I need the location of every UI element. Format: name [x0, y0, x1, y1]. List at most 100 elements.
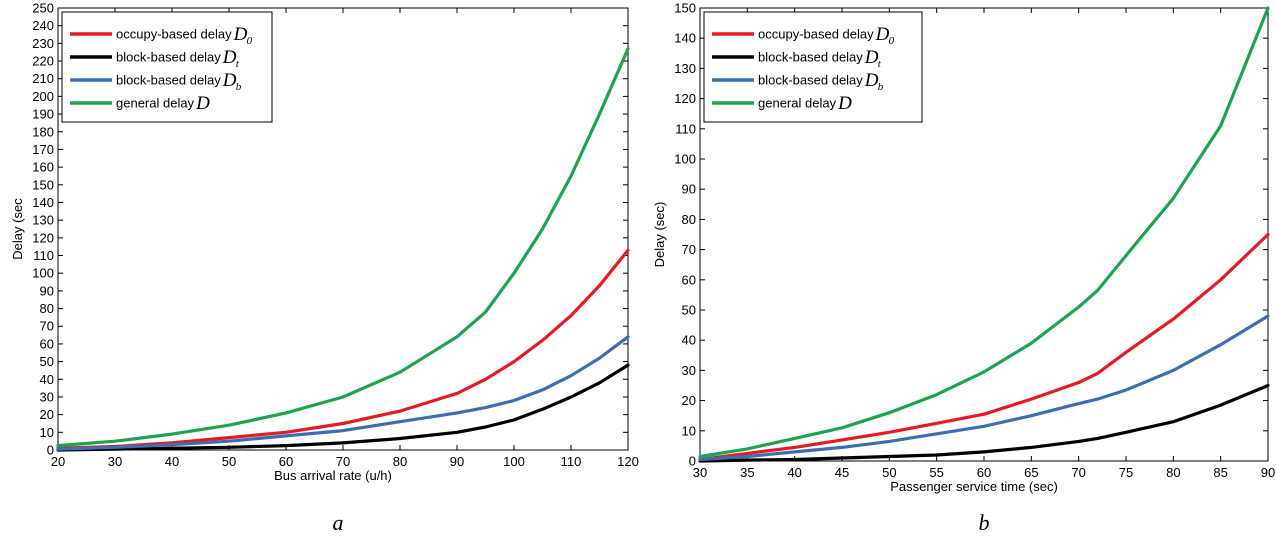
y-tick-label: 210 — [32, 71, 54, 86]
y-tick-label: 70 — [682, 242, 696, 257]
y-axis-label: Delay (sec) — [652, 202, 667, 268]
legend-entry: block-based delay — [116, 50, 221, 65]
y-tick-label: 40 — [40, 372, 54, 387]
legend-subscript: b — [878, 81, 884, 93]
legend-entry: occupy-based delay — [116, 27, 232, 42]
chart-panel-b: 0 10 20 30 40 50 60 70 80 90 100 110 120 130 140 150 30 3… — [652, 1, 1275, 536]
x-tick-label: 30 — [108, 454, 122, 469]
x-tick-label: 35 — [740, 465, 754, 480]
legend-subscript: t — [878, 58, 882, 70]
x-tick-label: 80 — [1166, 465, 1180, 480]
legend-entry: block-based delay — [758, 73, 863, 88]
x-tick-label: 60 — [279, 454, 293, 469]
y-tick-label: 230 — [32, 36, 54, 51]
x-tick-label: 90 — [450, 454, 464, 469]
y-tick-label: 80 — [40, 301, 54, 316]
y-tick-label: 20 — [40, 407, 54, 422]
y-tick-label: 160 — [32, 160, 54, 175]
y-tick-label: 130 — [674, 61, 696, 76]
x-tick-label: 80 — [393, 454, 407, 469]
y-tick-label: 50 — [40, 354, 54, 369]
legend-entry: occupy-based delay — [758, 27, 874, 42]
x-tick-label: 50 — [222, 454, 236, 469]
y-tick-label: 30 — [40, 389, 54, 404]
y-tick-label: 130 — [32, 213, 54, 228]
x-tick-label: 50 — [882, 465, 896, 480]
legend-entry: general delay — [116, 96, 195, 111]
y-tick-label: 10 — [682, 423, 696, 438]
y-tick-label: 150 — [32, 177, 54, 192]
x-tick-label: 20 — [51, 454, 65, 469]
x-tick-label: 120 — [617, 454, 639, 469]
y-tick-label: 30 — [682, 363, 696, 378]
series-line-1 — [56, 363, 630, 452]
legend-symbol: D — [222, 70, 237, 91]
y-tick-label: 120 — [32, 230, 54, 245]
legend-subscript: 0 — [247, 35, 253, 47]
x-tick-label: 60 — [977, 465, 991, 480]
x-tick-label: 65 — [1024, 465, 1038, 480]
legend-symbol: D — [875, 24, 890, 45]
x-tick-label: 55 — [929, 465, 943, 480]
panel-label: a — [333, 510, 344, 535]
y-tick-label: 200 — [32, 89, 54, 104]
y-tick-label: 0 — [47, 443, 54, 458]
legend-symbol: D — [195, 93, 210, 114]
y-tick-label: 90 — [682, 182, 696, 197]
y-tick-label: 170 — [32, 142, 54, 157]
series-line-0 — [56, 248, 630, 450]
y-tick-label: 180 — [32, 124, 54, 139]
x-tick-label: 75 — [1119, 465, 1133, 480]
y-tick-label: 100 — [674, 152, 696, 167]
legend-subscript: b — [236, 81, 242, 93]
y-tick-label: 90 — [40, 283, 54, 298]
y-tick-label: 150 — [674, 1, 696, 16]
y-tick-label: 110 — [33, 248, 54, 263]
series-line-3 — [56, 47, 630, 448]
legend-subscript: 0 — [889, 35, 895, 47]
x-tick-label: 40 — [787, 465, 801, 480]
legend-symbol: D — [864, 47, 879, 68]
x-tick-label: 110 — [561, 454, 582, 469]
y-tick-label: 110 — [675, 121, 696, 136]
y-tick-label: 250 — [32, 1, 54, 16]
legend-symbol: D — [222, 47, 237, 68]
y-tick-label: 140 — [674, 31, 696, 46]
legend-entry: general delay — [758, 96, 837, 111]
series-line-2 — [56, 335, 630, 451]
y-tick-label: 240 — [32, 18, 54, 33]
legend-entry: block-based delay — [758, 50, 863, 65]
x-axis-label: Bus arrival rate (u/h) — [274, 468, 392, 483]
y-tick-label: 70 — [40, 319, 54, 334]
legend-entry: block-based delay — [116, 73, 221, 88]
y-tick-label: 20 — [682, 393, 696, 408]
y-tick-label: 100 — [32, 266, 54, 281]
x-axis-label: Passenger service time (sec) — [890, 479, 1058, 494]
y-tick-label: 190 — [32, 107, 54, 122]
y-tick-label: 60 — [682, 272, 696, 287]
series-line-2 — [698, 314, 1270, 462]
y-tick-label: 140 — [32, 195, 54, 210]
x-tick-label: 85 — [1213, 465, 1227, 480]
y-tick-label: 40 — [682, 333, 696, 348]
x-tick-label: 70 — [1071, 465, 1085, 480]
y-axis-label: Delay (sec — [10, 198, 25, 260]
x-tick-label: 100 — [503, 454, 525, 469]
x-tick-label: 70 — [336, 454, 350, 469]
y-tick-label: 220 — [32, 54, 54, 69]
chart-panel-a: 0 10 20 30 40 50 60 70 80 90 100 110 120 130 140 150 160… — [10, 1, 639, 536]
series-line-1 — [698, 383, 1270, 463]
legend-symbol: D — [837, 93, 852, 114]
y-tick-label: 120 — [674, 91, 696, 106]
x-tick-label: 30 — [693, 465, 707, 480]
x-tick-label: 90 — [1261, 465, 1275, 480]
series-line-3 — [698, 6, 1270, 459]
legend-symbol: D — [864, 70, 879, 91]
y-tick-label: 60 — [40, 336, 54, 351]
series-line-0 — [698, 232, 1270, 462]
x-tick-label: 40 — [165, 454, 179, 469]
x-tick-label: 45 — [835, 465, 849, 480]
y-tick-label: 50 — [682, 303, 696, 318]
legend-symbol: D — [233, 24, 248, 45]
